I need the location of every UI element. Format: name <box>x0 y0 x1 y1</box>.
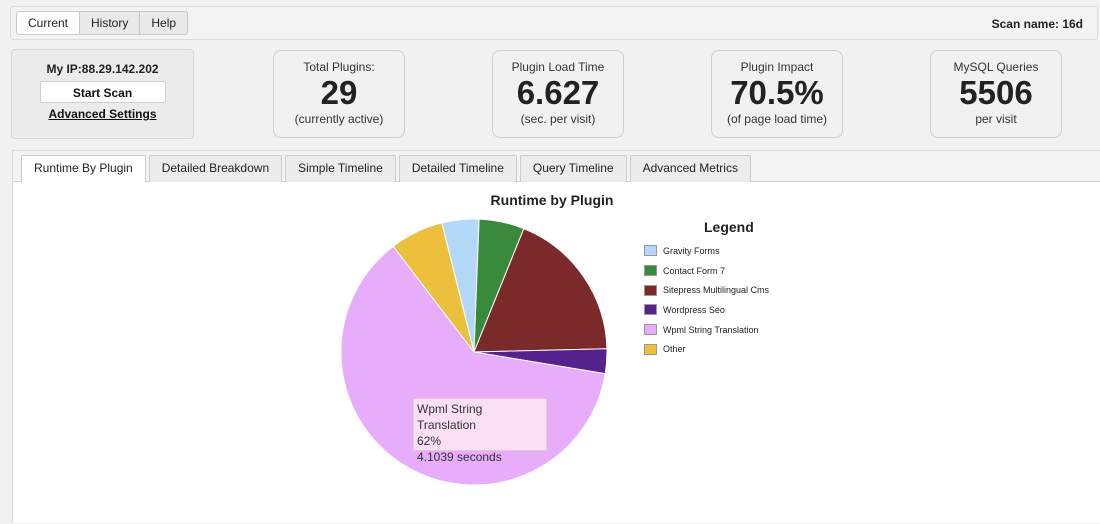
tab-query-timeline[interactable]: Query Timeline <box>519 155 627 182</box>
legend-item: Sitepress Multilingual Cms <box>644 280 769 300</box>
legend-label: Contact Form 7 <box>663 265 726 276</box>
ip-value: 88.29.142.202 <box>81 62 159 76</box>
stat-mysql-queries: MySQL Queries 5506 per visit <box>930 50 1062 138</box>
scan-name: Scan name: 16d <box>991 17 1083 31</box>
legend-swatch <box>644 343 657 355</box>
stat-sublabel: (sec. per visit) <box>520 112 596 126</box>
stat-sublabel: (of page load time) <box>726 112 828 126</box>
legend-label: Other <box>663 344 686 355</box>
advanced-settings-link[interactable]: Advanced Settings <box>48 107 157 121</box>
legend-item: Wpml String Translation <box>644 320 769 340</box>
start-scan-button[interactable]: Start Scan <box>39 81 166 103</box>
tab-detailed-breakdown[interactable]: Detailed Breakdown <box>148 155 283 182</box>
top-tab-help[interactable]: Help <box>139 11 189 35</box>
tooltip-seconds: 4.1039 seconds <box>417 450 502 464</box>
tooltip-percent: 62% <box>417 434 442 448</box>
stat-value: 6.627 <box>516 74 600 111</box>
tab-detailed-timeline[interactable]: Detailed Timeline <box>398 155 517 182</box>
stat-value: 29 <box>320 74 358 111</box>
stat-value: 70.5% <box>730 74 824 111</box>
stat-label: Total Plugins: <box>303 60 375 74</box>
tab-simple-timeline[interactable]: Simple Timeline <box>285 155 396 182</box>
stat-plugin-impact: Plugin Impact 70.5% (of page load time) <box>711 50 843 138</box>
legend-swatch <box>644 304 657 316</box>
legend-item: Gravity Forms <box>644 241 769 261</box>
legend-swatch <box>644 284 657 296</box>
top-tab-history[interactable]: History <box>79 11 141 35</box>
legend-swatch <box>644 324 657 336</box>
legend: Gravity Forms Contact Form 7 Sitepress Mul… <box>644 241 769 359</box>
stat-value: 5506 <box>959 74 1033 111</box>
legend-item: Other <box>644 339 769 359</box>
pie-slice-sitepress-multilingual-cms[interactable] <box>473 228 608 353</box>
pie-chart[interactable] <box>13 151 1100 524</box>
stat-label: Plugin Load Time <box>511 60 605 74</box>
top-tab-current[interactable]: Current <box>16 11 81 35</box>
legend-label: Wordpress Seo <box>663 304 725 315</box>
stat-label: Plugin Impact <box>740 60 814 74</box>
tab-runtime-by-plugin[interactable]: Runtime By Plugin <box>21 155 146 183</box>
pie-slice-other[interactable] <box>392 222 475 353</box>
stat-sublabel: per visit <box>975 112 1017 126</box>
tab-advanced-metrics[interactable]: Advanced Metrics <box>629 155 751 182</box>
chart-title-text: Runtime by Plugin <box>490 192 614 208</box>
chart-title: Runtime by Plugin <box>13 192 1100 208</box>
stat-total-plugins: Total Plugins: 29 (currently active) <box>273 50 405 138</box>
legend-item: Wordpress Seo <box>644 300 769 320</box>
legend-label: Gravity Forms <box>663 245 720 256</box>
legend-title: Legend <box>704 219 754 235</box>
tooltip-name: Wpml String Translation <box>417 402 483 432</box>
top-nav-bar: Current History Help Scan name: 16d <box>10 6 1098 40</box>
legend-swatch <box>644 265 657 277</box>
top-nav-tabs: Current History Help <box>16 11 189 35</box>
legend-item: Contact Form 7 <box>644 261 769 281</box>
ip-label: My IP: <box>46 62 82 76</box>
stat-sublabel: (currently active) <box>294 112 384 126</box>
scan-control-box: My IP:88.29.142.202 Start Scan Advanced … <box>11 49 194 139</box>
legend-label: Wpml String Translation <box>663 324 759 335</box>
report-tab-strip: Runtime By Plugin Detailed Breakdown Sim… <box>13 151 1100 183</box>
ip-line: My IP:88.29.142.202 <box>12 62 193 76</box>
stat-plugin-load-time: Plugin Load Time 6.627 (sec. per visit) <box>492 50 624 138</box>
chart-tooltip: Wpml String Translation 62% 4.1039 secon… <box>413 398 547 464</box>
report-panel: Runtime By Plugin Detailed Breakdown Sim… <box>12 150 1100 523</box>
legend-swatch <box>644 245 657 257</box>
stat-label: MySQL Queries <box>953 60 1039 74</box>
legend-label: Sitepress Multilingual Cms <box>663 285 770 296</box>
